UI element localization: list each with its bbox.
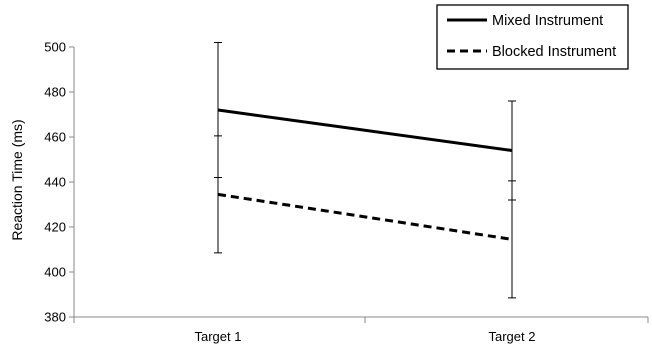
legend-label: Mixed Instrument xyxy=(492,13,603,29)
legend-box xyxy=(436,4,629,70)
y-tick-label: 400 xyxy=(44,265,66,280)
y-ticks: 380 400 420 440 460 480 500 xyxy=(44,40,74,325)
y-tick-label: 480 xyxy=(44,85,66,100)
legend: Mixed Instrument Blocked Instrument xyxy=(436,4,629,70)
series-group xyxy=(214,42,516,299)
y-axis-title: Reaction Time (ms) xyxy=(9,119,25,240)
y-tick-label: 500 xyxy=(44,40,66,55)
x-tick-label: Target 2 xyxy=(489,329,536,344)
y-tick-label: 440 xyxy=(44,175,66,190)
series-1 xyxy=(214,135,516,299)
x-ticks: Target 1 Target 2 xyxy=(73,317,649,344)
y-tick-label: 380 xyxy=(44,310,66,325)
axes xyxy=(73,47,648,318)
series-line xyxy=(217,192,513,241)
legend-label: Blocked Instrument xyxy=(492,44,616,60)
y-tick-label: 420 xyxy=(44,220,66,235)
series-line xyxy=(217,108,513,152)
x-tick-label: Target 1 xyxy=(195,329,242,344)
y-tick-label: 460 xyxy=(44,130,66,145)
